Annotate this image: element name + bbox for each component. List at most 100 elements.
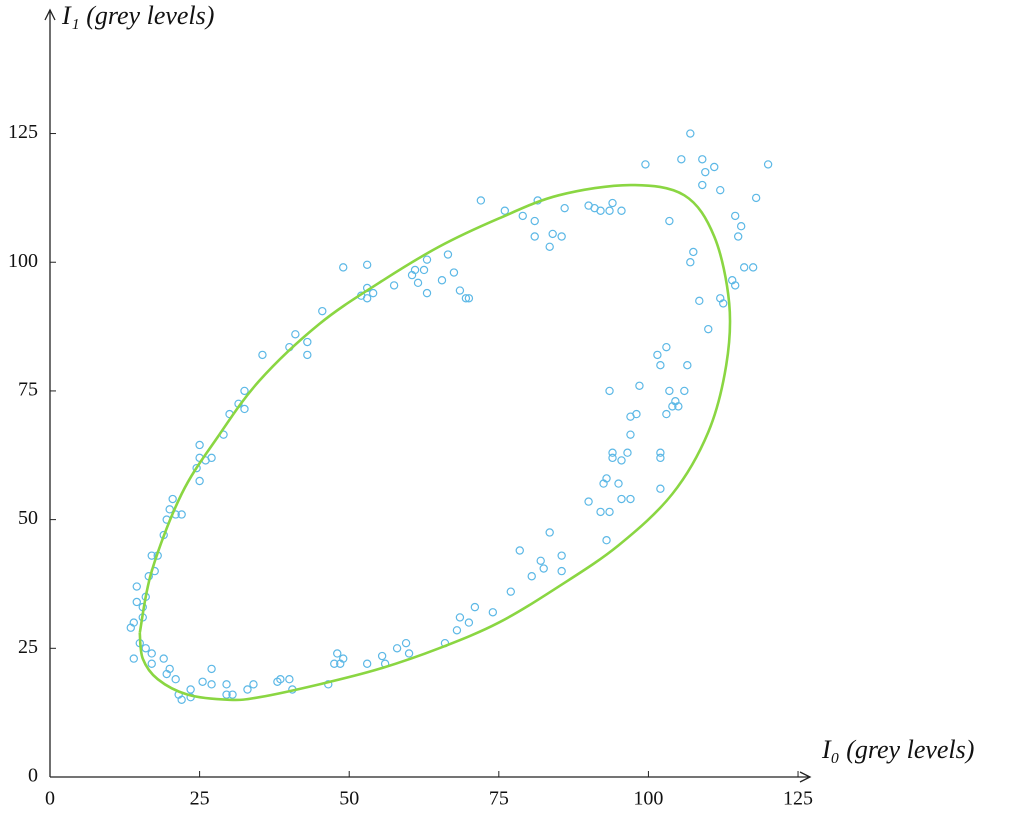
point — [605, 206, 614, 215]
point — [623, 448, 632, 457]
point — [141, 644, 150, 653]
point — [461, 294, 471, 303]
point — [662, 409, 671, 419]
point — [389, 281, 399, 290]
point — [132, 582, 141, 591]
point — [419, 265, 429, 275]
point — [584, 201, 593, 210]
point — [626, 494, 635, 504]
point — [222, 690, 231, 699]
point — [733, 232, 743, 241]
point — [730, 211, 740, 221]
point — [602, 536, 611, 545]
point — [413, 278, 423, 288]
point — [557, 232, 566, 241]
x-tick-label: 100 — [633, 788, 663, 810]
point — [539, 564, 548, 573]
x-axis-label: I₀ (grey levels) — [821, 735, 974, 764]
point — [739, 263, 749, 272]
point — [730, 281, 740, 290]
point — [674, 402, 683, 411]
point — [596, 507, 605, 517]
point — [147, 659, 156, 668]
point — [653, 350, 662, 360]
point — [560, 203, 569, 213]
point — [228, 690, 237, 699]
point — [258, 350, 267, 360]
point — [584, 497, 593, 506]
point — [518, 211, 527, 221]
point — [362, 260, 372, 270]
point — [291, 330, 300, 339]
point — [192, 463, 201, 473]
point — [177, 510, 186, 519]
point — [476, 196, 486, 205]
point — [147, 649, 156, 658]
point — [422, 255, 432, 264]
x-tick-label: 125 — [783, 788, 813, 810]
point — [680, 386, 689, 396]
y-tick-label: 75 — [18, 379, 38, 401]
point — [404, 649, 414, 658]
y-arrow — [44, 8, 56, 21]
point — [452, 626, 462, 635]
point — [443, 250, 453, 259]
axes — [44, 8, 812, 783]
point — [748, 263, 758, 272]
point — [536, 556, 545, 565]
point — [608, 198, 617, 208]
point — [545, 242, 554, 251]
point — [303, 337, 312, 347]
point — [617, 494, 626, 504]
point — [704, 324, 713, 334]
point — [159, 654, 168, 663]
x-tick-label: 75 — [489, 788, 509, 810]
point — [464, 294, 474, 303]
point — [177, 695, 186, 704]
point — [207, 664, 216, 674]
point — [455, 286, 465, 295]
point — [515, 546, 524, 555]
point — [377, 651, 387, 661]
point — [656, 453, 665, 463]
point — [665, 386, 674, 396]
point — [401, 638, 411, 648]
point — [689, 247, 698, 257]
point — [195, 440, 204, 450]
point — [488, 608, 498, 617]
point — [635, 381, 644, 390]
point — [437, 276, 447, 285]
point — [186, 685, 195, 694]
point — [318, 306, 327, 316]
point — [527, 572, 536, 581]
point — [500, 206, 510, 215]
point — [336, 659, 345, 668]
point — [470, 602, 480, 612]
y-tick-label: 0 — [28, 765, 38, 787]
point — [617, 206, 626, 215]
point — [129, 654, 138, 663]
point — [683, 360, 692, 370]
point — [449, 268, 459, 277]
point — [198, 677, 207, 686]
point — [276, 674, 285, 684]
point — [530, 216, 539, 226]
x-tick-label: 0 — [45, 788, 55, 810]
y-axis-label: I₁ (grey levels) — [61, 1, 214, 30]
point — [129, 618, 138, 627]
point — [614, 479, 623, 488]
point — [557, 566, 566, 576]
point — [240, 386, 249, 396]
point — [605, 507, 614, 517]
point — [617, 456, 626, 465]
point — [626, 430, 635, 439]
point — [710, 162, 719, 172]
point — [557, 551, 566, 560]
point — [464, 618, 474, 627]
point — [677, 155, 686, 164]
point — [608, 448, 617, 457]
point — [632, 409, 641, 419]
point — [686, 258, 695, 267]
point — [165, 664, 174, 674]
